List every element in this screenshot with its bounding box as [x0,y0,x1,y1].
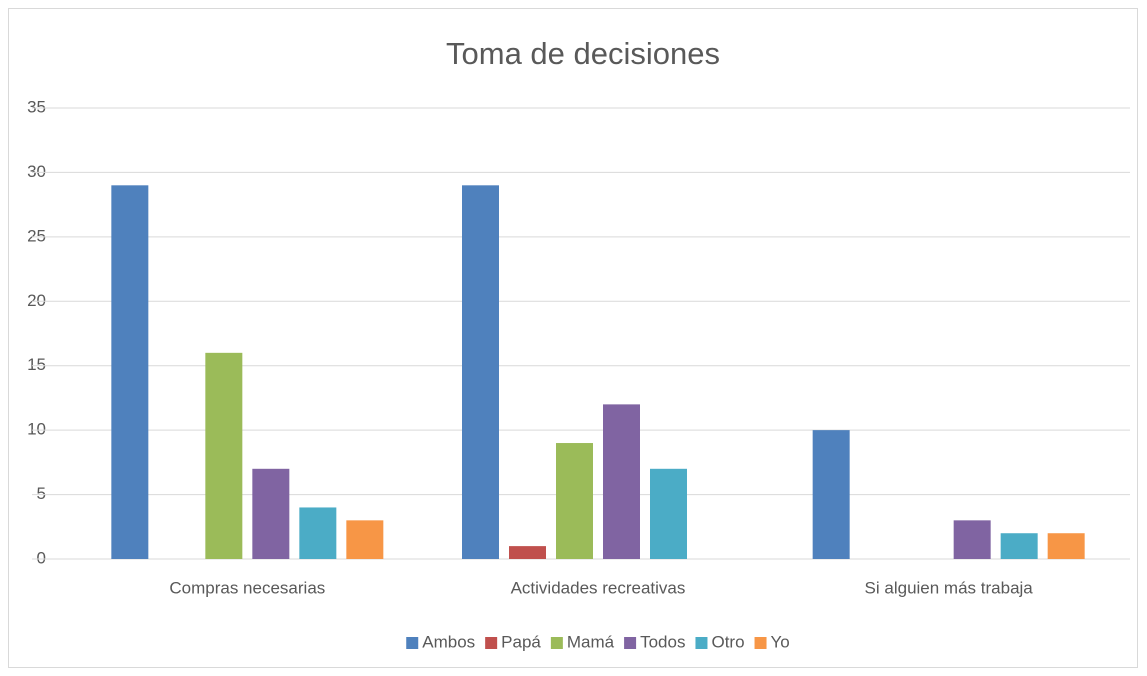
y-tick-label: 20 [27,291,46,310]
legend-label: Ambos [422,632,475,651]
legend-label: Otro [711,632,744,651]
bar [111,185,149,560]
y-tick-label: 10 [27,420,46,439]
legend-swatch [485,637,498,649]
bar [299,507,337,559]
bar [1047,533,1085,559]
y-tick-label: 5 [37,484,46,503]
x-tick-label: Actividades recreativas [511,578,686,597]
chart-frame [8,8,1138,668]
chart-title: Toma de decisiones [446,36,720,71]
legend-label: Papá [501,632,541,651]
bar [812,430,850,559]
bar [1000,533,1038,559]
bar [462,185,499,560]
bar [953,520,991,559]
legend-label: Yo [771,632,790,651]
bar [509,546,546,559]
legend-swatch [550,637,563,649]
y-tick-label: 15 [27,355,46,374]
y-tick-label: 35 [27,97,46,116]
bar [205,352,243,559]
x-tick-label: Compras necesarias [169,578,325,597]
bar [556,443,593,559]
x-tick-label: Si alguien más trabaja [865,578,1034,597]
y-tick-label: 0 [37,548,46,567]
bar [650,468,687,559]
y-tick-label: 30 [27,162,46,181]
bar [603,404,640,559]
legend-swatch [695,637,708,649]
legend-swatch [406,637,419,649]
legend-label: Mamá [567,632,615,651]
bar [252,468,290,559]
legend-swatch [624,637,637,649]
legend-swatch [754,637,767,649]
legend-label: Todos [640,632,685,651]
y-tick-label: 25 [27,226,46,245]
bar [346,520,384,559]
